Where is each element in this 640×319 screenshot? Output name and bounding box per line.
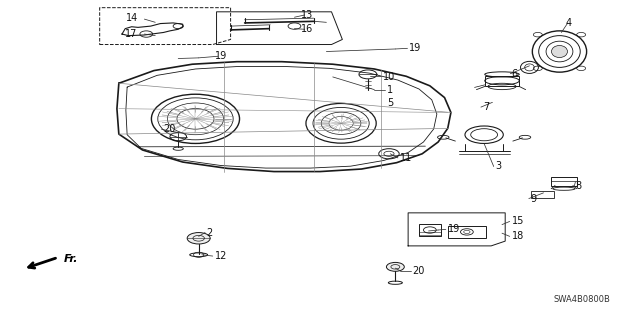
Text: 17: 17: [125, 29, 138, 39]
Text: 2: 2: [206, 227, 212, 238]
Text: 13: 13: [301, 10, 314, 20]
Text: SWA4B0800B: SWA4B0800B: [554, 295, 611, 304]
Text: 18: 18: [511, 231, 524, 241]
Text: 10: 10: [383, 72, 395, 82]
Ellipse shape: [552, 46, 568, 57]
Text: 7: 7: [483, 102, 489, 112]
Text: 3: 3: [495, 161, 502, 171]
Text: 4: 4: [566, 18, 572, 28]
Circle shape: [187, 233, 210, 244]
Text: 19: 19: [215, 51, 227, 61]
Text: 16: 16: [301, 24, 314, 34]
Text: 19: 19: [448, 224, 460, 234]
Text: 11: 11: [400, 153, 412, 163]
Text: 20: 20: [164, 124, 176, 134]
Text: 8: 8: [575, 182, 582, 191]
Text: 19: 19: [410, 43, 422, 53]
Circle shape: [387, 263, 404, 271]
Text: 14: 14: [125, 13, 138, 23]
Text: 15: 15: [511, 216, 524, 226]
Text: 9: 9: [531, 194, 537, 204]
Text: 12: 12: [214, 251, 227, 261]
Text: 1: 1: [387, 85, 393, 95]
Text: 5: 5: [387, 98, 394, 108]
Text: 6: 6: [511, 69, 518, 79]
Text: Fr.: Fr.: [63, 254, 78, 263]
Text: 20: 20: [413, 266, 425, 276]
